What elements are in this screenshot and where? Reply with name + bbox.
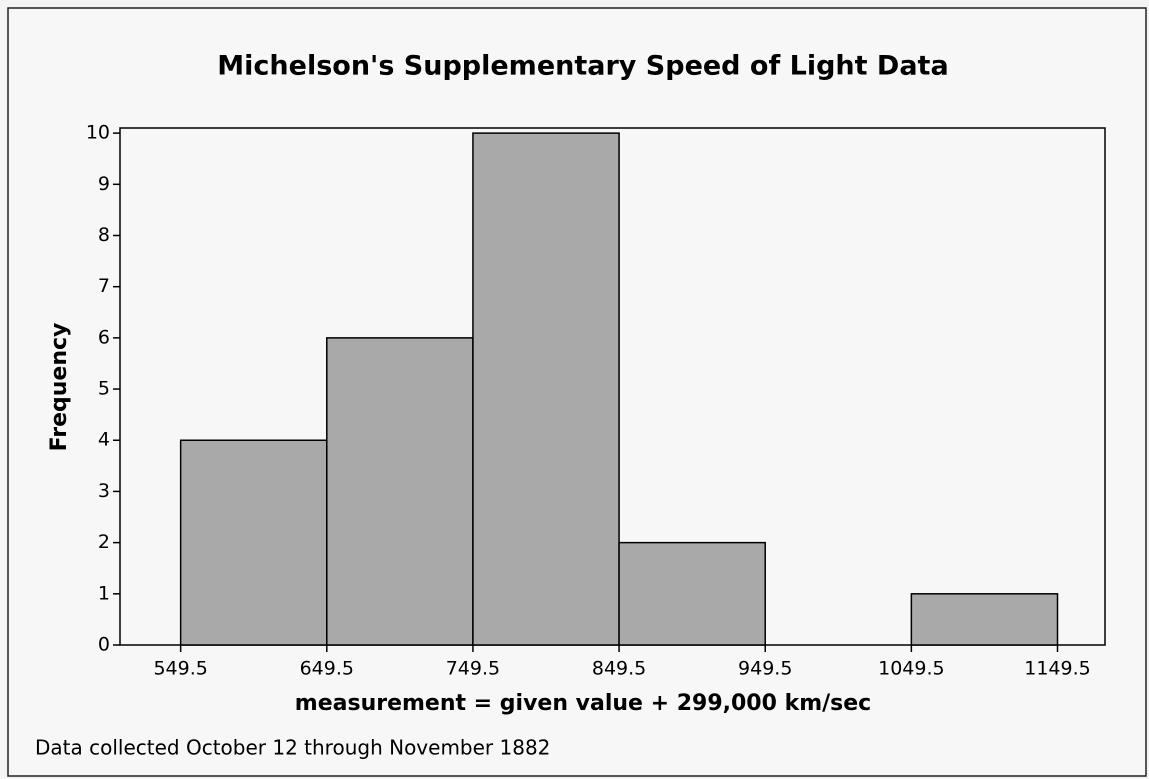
chart-title: Michelson's Supplementary Speed of Light…	[217, 51, 948, 82]
x-tick-label: 849.5	[592, 658, 646, 680]
y-tick-label: 1	[98, 582, 110, 604]
x-axis-label: measurement = given value + 299,000 km/s…	[295, 691, 871, 716]
y-tick-label: 0	[98, 634, 110, 656]
y-tick-label: 2	[98, 531, 110, 553]
x-tick-label: 1149.5	[1024, 658, 1090, 680]
y-tick-label: 5	[98, 378, 110, 400]
y-tick-label: 9	[98, 173, 110, 195]
bar	[472, 132, 620, 646]
bar	[179, 439, 328, 646]
x-tick-label: 649.5	[300, 658, 354, 680]
y-tick-label: 7	[98, 275, 110, 297]
bar	[326, 337, 474, 646]
x-tick-label: 549.5	[153, 658, 207, 680]
footnote: Data collected October 12 through Novemb…	[35, 736, 550, 760]
y-tick-label: 3	[98, 480, 110, 502]
x-tick-label: 749.5	[446, 658, 500, 680]
bar	[910, 593, 1059, 646]
y-axis-label: Frequency	[47, 323, 72, 452]
y-tick-label: 4	[98, 429, 110, 451]
x-tick-label: 949.5	[738, 658, 792, 680]
y-tick-label: 6	[98, 326, 110, 348]
bar	[618, 541, 766, 646]
y-tick-label: 10	[86, 122, 110, 144]
y-tick-label: 8	[98, 224, 110, 246]
x-tick-label: 1049.5	[878, 658, 944, 680]
